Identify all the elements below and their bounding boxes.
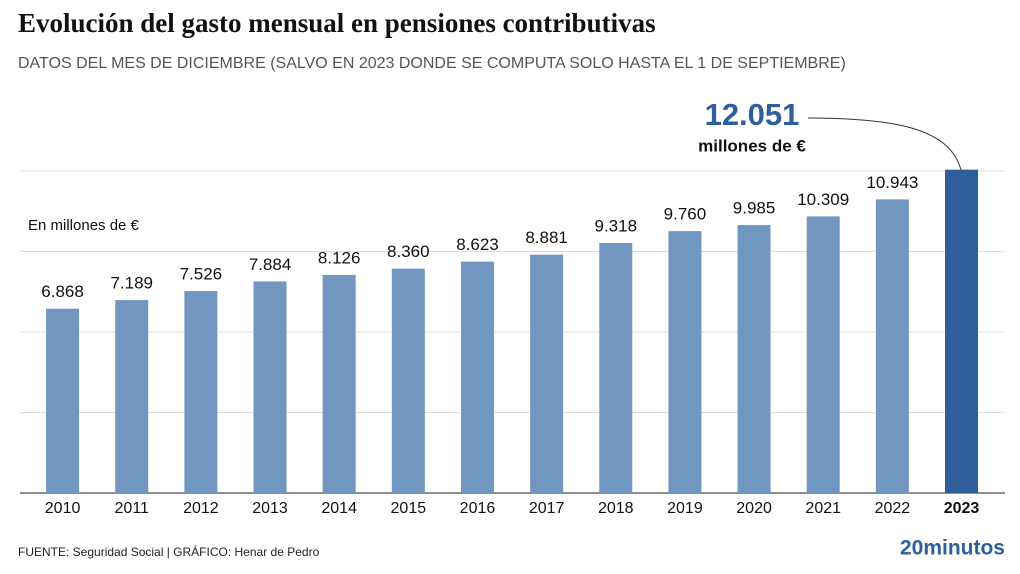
bar (322, 274, 356, 493)
y-axis-label: En millones de € (28, 217, 140, 234)
bar (460, 261, 494, 493)
value-label: 7.189 (110, 274, 153, 293)
value-label: 7.884 (249, 255, 292, 274)
x-tick-label: 2014 (321, 500, 357, 517)
x-tick-label: 2019 (667, 500, 703, 517)
x-tick-label: 2012 (183, 500, 219, 517)
x-tick-label: 2021 (805, 500, 841, 517)
x-tick-label: 2020 (736, 500, 772, 517)
chart-title: Evolución del gasto mensual en pensiones… (18, 8, 656, 38)
bar (945, 169, 979, 493)
bar (391, 268, 425, 493)
value-label: 6.868 (41, 282, 84, 301)
bar (737, 225, 771, 494)
bar (530, 254, 564, 493)
x-tick-label: 2016 (460, 500, 496, 517)
bar (599, 242, 633, 493)
annotation: millones de € (698, 136, 806, 155)
connector (807, 117, 962, 171)
bar (115, 300, 149, 493)
value-label: 10.943 (866, 173, 918, 192)
value-label: 9.318 (595, 216, 638, 235)
value-label: 10.309 (797, 190, 849, 209)
x-tick-label: 2022 (875, 500, 911, 517)
source: FUENTE: Seguridad Social | GRÁFICO: Hena… (18, 544, 320, 559)
x-tick-label: 2018 (598, 500, 634, 517)
value-label: 8.126 (318, 248, 361, 267)
value-label: 7.526 (180, 265, 223, 284)
value-label: 9.985 (733, 199, 776, 218)
x-tick-label: 2010 (45, 500, 81, 517)
x-tick-label: 2017 (529, 500, 565, 517)
value-label: 8.881 (525, 228, 568, 247)
x-tick-label: 2011 (115, 500, 150, 517)
bar (253, 281, 287, 493)
value-label: 8.360 (387, 242, 430, 261)
x-tick-label: 2015 (391, 500, 427, 517)
bar (668, 231, 702, 493)
bar (46, 308, 80, 493)
value-label: 12.051 (705, 97, 800, 132)
logo: 20minutos (900, 537, 1005, 560)
bar (875, 199, 909, 493)
chart-subtitle: DATOS DEL MES DE DICIEMBRE (SALVO EN 202… (18, 55, 846, 72)
value-label: 8.623 (456, 235, 499, 254)
value-label: 9.760 (664, 205, 707, 224)
bar (806, 216, 840, 493)
x-tick-label: 2023 (944, 500, 980, 517)
bar (184, 291, 218, 493)
x-tick-label: 2013 (252, 500, 288, 517)
